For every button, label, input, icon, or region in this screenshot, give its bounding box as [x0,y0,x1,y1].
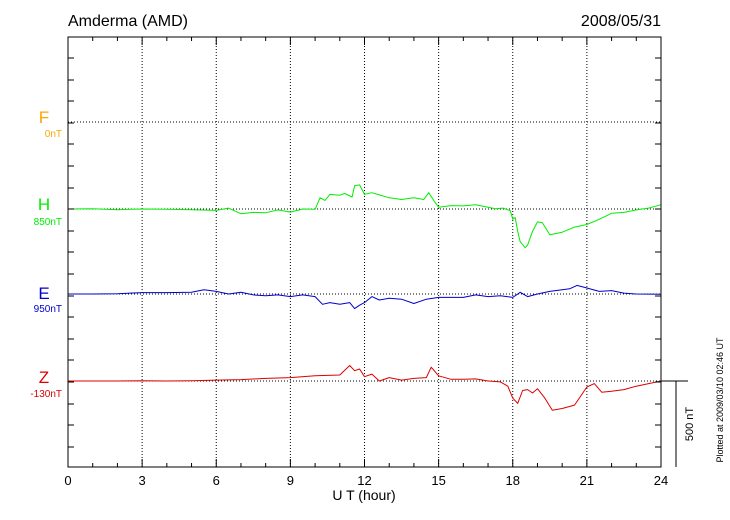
scale-bar: 500 nT [661,380,696,467]
x-tick-label: 18 [506,473,520,488]
frame-ticks [67,37,662,467]
x-tick-label: 3 [139,473,146,488]
x-tick-label: 0 [64,473,71,488]
station-title: Amderma (AMD) [68,13,188,30]
series-lines [67,184,662,411]
series-line-h [67,184,662,249]
series-line-e [68,284,662,310]
series-name-e: E [38,284,49,303]
series-baseline-z: -130nT [30,389,62,400]
x-tick-label: 12 [357,473,371,488]
series-baseline-h: 850nT [34,217,62,228]
grid-lines [68,37,661,467]
series-line-z [68,365,662,411]
x-tick-label: 24 [654,473,668,488]
plotted-timestamp: Plotted at 2009/03/10 02:46 UT [715,337,725,463]
x-tick-label: 6 [213,473,220,488]
x-tick-label: 15 [431,473,445,488]
date-label: 2008/05/31 [581,13,661,30]
x-tick-label: 21 [580,473,594,488]
x-axis-label: U T (hour) [332,487,395,503]
series-name-z: Z [39,368,49,387]
series-name-h: H [38,195,50,214]
scale-bar-label: 500 nT [684,407,696,442]
x-tick-label: 9 [287,473,294,488]
plot-frame [67,36,662,468]
x-tick-labels: 0 3 6 9 12 15 18 21 24 [64,473,668,488]
series-name-f: F [39,108,49,127]
series-baseline-e: 950nT [34,304,62,315]
series-baseline-f: 0nT [45,129,62,140]
